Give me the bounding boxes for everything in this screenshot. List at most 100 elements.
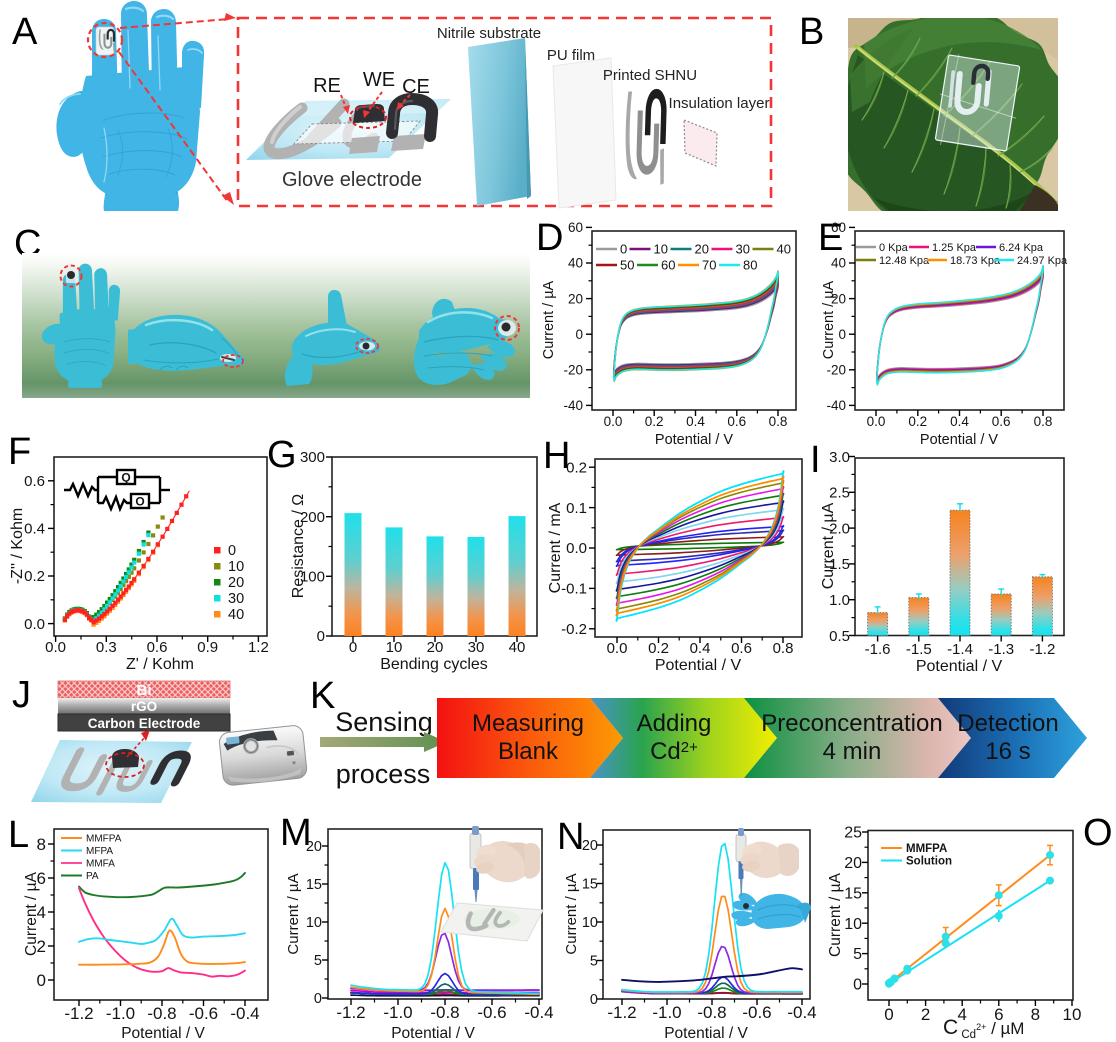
svg-text:18.73 Kpa: 18.73 Kpa — [950, 255, 1001, 267]
svg-text:0.2: 0.2 — [645, 414, 664, 429]
svg-text:0.4: 0.4 — [686, 414, 705, 429]
svg-text:Potential / V: Potential / V — [655, 657, 742, 674]
svg-text:PU film: PU film — [547, 47, 595, 64]
svg-text:-Z'' / Kohm: -Z'' / Kohm — [9, 508, 26, 584]
svg-text:Adding: Adding — [637, 710, 712, 737]
svg-text:20: 20 — [831, 291, 846, 306]
svg-text:20: 20 — [582, 838, 598, 854]
svg-text:0.2: 0.2 — [648, 640, 669, 657]
svg-text:rGO: rGO — [131, 699, 157, 714]
svg-text:1.25 Kpa: 1.25 Kpa — [932, 242, 977, 254]
svg-text:200: 200 — [300, 509, 325, 526]
svg-text:10: 10 — [386, 639, 403, 656]
svg-text:4: 4 — [957, 1005, 966, 1024]
svg-text:6.24 Kpa: 6.24 Kpa — [999, 242, 1044, 254]
svg-text:0.4: 0.4 — [24, 521, 45, 538]
svg-text:6: 6 — [37, 869, 46, 888]
svg-text:24.97 Kpa: 24.97 Kpa — [1017, 255, 1068, 267]
svg-text:-1.0: -1.0 — [383, 1003, 412, 1022]
svg-text:Current / µA: Current / µA — [827, 872, 844, 957]
svg-text:-1.2: -1.2 — [336, 1003, 365, 1022]
svg-text:RE: RE — [313, 75, 341, 97]
svg-text:C Cd2+ / µM: C Cd2+ / µM — [943, 1016, 1024, 1041]
svg-text:Bi: Bi — [137, 682, 152, 699]
svg-text:O: O — [1083, 812, 1113, 854]
svg-text:0.6: 0.6 — [992, 414, 1011, 429]
svg-text:20: 20 — [844, 855, 862, 872]
svg-text:B: B — [799, 11, 824, 53]
svg-text:1.0: 1.0 — [829, 592, 850, 609]
svg-text:2: 2 — [921, 1005, 930, 1024]
svg-text:G: G — [267, 434, 297, 476]
svg-text:-0.4: -0.4 — [230, 1004, 259, 1023]
svg-text:10: 10 — [654, 242, 668, 257]
svg-text:-0.8: -0.8 — [430, 1003, 459, 1022]
svg-text:-1.0: -1.0 — [106, 1004, 135, 1023]
svg-text:Insulation layer: Insulation layer — [669, 95, 770, 112]
svg-text:0: 0 — [349, 639, 357, 656]
svg-text:60: 60 — [661, 258, 675, 273]
svg-text:-1.6: -1.6 — [865, 641, 891, 658]
svg-text:K: K — [310, 675, 335, 717]
svg-text:10: 10 — [228, 559, 244, 575]
svg-text:Current / µA: Current / µA — [23, 871, 40, 956]
svg-text:2.5: 2.5 — [829, 485, 850, 502]
svg-text:15: 15 — [306, 877, 322, 893]
svg-text:0: 0 — [314, 991, 322, 1007]
svg-text:process: process — [336, 759, 431, 789]
svg-text:10: 10 — [582, 915, 598, 931]
svg-text:50: 50 — [620, 258, 634, 273]
svg-text:0: 0 — [853, 977, 862, 994]
svg-text:80: 80 — [743, 258, 757, 273]
svg-text:N: N — [557, 816, 584, 858]
svg-text:MMFPA: MMFPA — [906, 843, 947, 855]
svg-text:Carbon Electrode: Carbon Electrode — [88, 716, 201, 731]
svg-text:0.0: 0.0 — [867, 414, 886, 429]
svg-text:Current / µA: Current / µA — [821, 280, 837, 359]
svg-text:-0.8: -0.8 — [147, 1004, 176, 1023]
svg-text:0.6: 0.6 — [731, 640, 752, 657]
svg-text:1.5: 1.5 — [829, 556, 850, 573]
svg-text:40: 40 — [228, 607, 244, 623]
svg-text:0: 0 — [620, 242, 627, 257]
svg-text:12.48 Kpa: 12.48 Kpa — [879, 255, 930, 267]
svg-text:0.2: 0.2 — [24, 568, 45, 585]
svg-text:20: 20 — [228, 575, 244, 591]
svg-text:0: 0 — [590, 992, 598, 1008]
svg-text:-1.2: -1.2 — [64, 1004, 93, 1023]
svg-text:Potential / V: Potential / V — [391, 1025, 475, 1042]
svg-text:0.3: 0.3 — [96, 639, 117, 656]
svg-text:20: 20 — [568, 291, 583, 306]
svg-text:MMFPA: MMFPA — [86, 834, 122, 845]
svg-text:0.8: 0.8 — [769, 414, 788, 429]
svg-text:-0.4: -0.4 — [787, 1003, 816, 1022]
svg-text:0.0: 0.0 — [45, 639, 66, 656]
svg-text:16 s: 16 s — [985, 738, 1030, 765]
svg-text:0.4: 0.4 — [690, 640, 711, 657]
svg-text:70: 70 — [702, 258, 716, 273]
svg-text:Bending cycles: Bending cycles — [380, 656, 488, 673]
svg-text:E: E — [818, 217, 843, 259]
svg-text:Printed SHNU: Printed SHNU — [603, 67, 697, 84]
svg-text:Blank: Blank — [498, 738, 559, 765]
svg-text:-1.4: -1.4 — [947, 641, 973, 658]
svg-text:300: 300 — [300, 449, 325, 466]
svg-text:3.0: 3.0 — [829, 449, 850, 466]
svg-text:5: 5 — [590, 954, 598, 970]
svg-text:J: J — [12, 674, 31, 716]
svg-text:-0.2: -0.2 — [561, 621, 587, 638]
svg-text:0.9: 0.9 — [197, 639, 218, 656]
svg-text:Resistance / Ω: Resistance / Ω — [290, 494, 307, 598]
svg-text:0.6: 0.6 — [24, 473, 45, 490]
svg-text:40: 40 — [777, 242, 791, 257]
svg-text:Potential / V: Potential / V — [916, 658, 1003, 675]
svg-text:0.8: 0.8 — [1034, 414, 1053, 429]
svg-text:Current / µA: Current / µA — [820, 502, 837, 589]
svg-text:-1.2: -1.2 — [607, 1003, 636, 1022]
svg-text:0.8: 0.8 — [773, 640, 794, 657]
svg-text:40: 40 — [509, 639, 526, 656]
svg-text:Measuring: Measuring — [472, 710, 584, 737]
svg-text:-1.0: -1.0 — [652, 1003, 681, 1022]
svg-text:Glove electrode: Glove electrode — [282, 169, 422, 191]
svg-text:H: H — [543, 435, 570, 477]
